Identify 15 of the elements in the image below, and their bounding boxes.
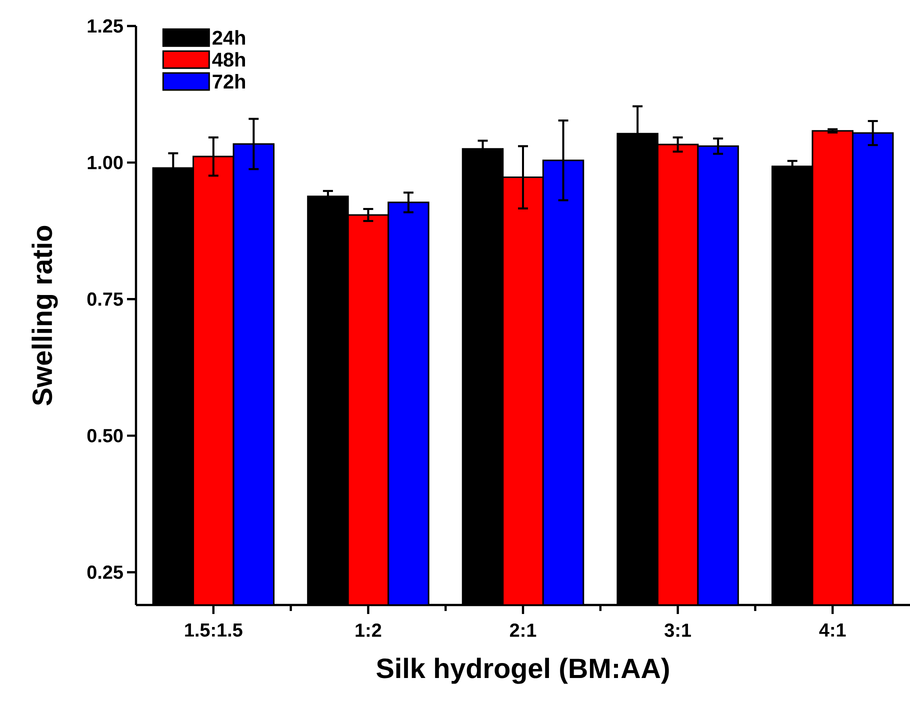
legend-label: 72h [212, 74, 245, 88]
x-tick-label: 1.5:1.5 [185, 624, 242, 637]
x-tick-label: 1:2 [356, 624, 382, 637]
y-axis-title: Swelling ratio [32, 226, 58, 406]
x-tick-label: 4:1 [819, 624, 846, 637]
legend-label: 24h [212, 30, 245, 45]
y-tick-label: 1.00 [88, 156, 123, 170]
y-tick-label: 0.75 [87, 292, 123, 306]
legend-label: 48h [212, 52, 245, 67]
y-tick-label: 0.50 [87, 428, 123, 442]
y-tick-label: 0.25 [87, 566, 123, 579]
x-axis-title: Silk hydrogel (BM:AA) [376, 658, 669, 684]
y-tick-label: 1.25 [88, 19, 123, 33]
x-tick-label: 2:1 [510, 624, 536, 637]
x-tick-label: 3:1 [664, 624, 691, 637]
